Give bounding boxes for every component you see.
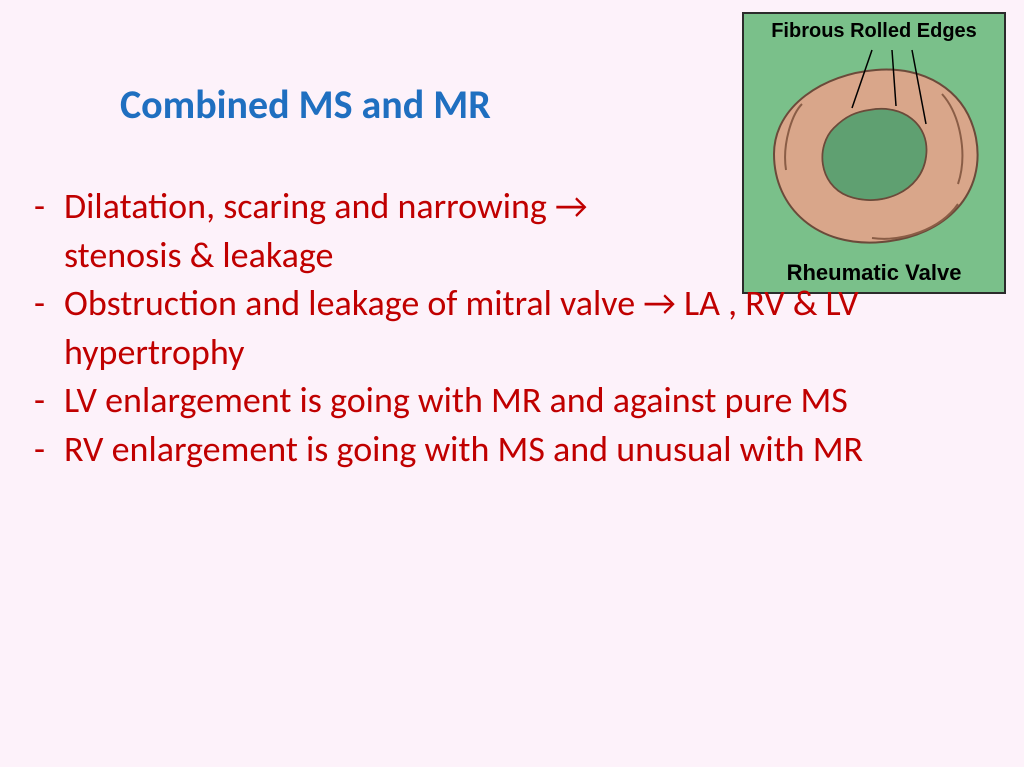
bullet-text: RV enlargement is going with MS and unus… — [64, 425, 974, 474]
bullet-item: - Obstruction and leakage of mitral valv… — [34, 279, 974, 376]
bullet-dash: - — [34, 279, 64, 328]
slide-body: - Dilatation, scaring and narrowing → st… — [34, 182, 974, 474]
bullet-text: Obstruction and leakage of mitral valve … — [64, 279, 974, 376]
bullet-dash: - — [34, 425, 64, 474]
slide: Combined MS and MR Fibrous Rolled Edges … — [0, 0, 1024, 767]
slide-title: Combined MS and MR — [120, 80, 491, 129]
bullet-dash: - — [34, 376, 64, 425]
bullet-item: - LV enlargement is going with MR and ag… — [34, 376, 974, 425]
bullet-item: - Dilatation, scaring and narrowing → — [34, 182, 974, 231]
bullet-item: - RV enlargement is going with MS and un… — [34, 425, 974, 474]
figure-top-label: Fibrous Rolled Edges — [744, 20, 1004, 43]
bullet-text: Dilatation, scaring and narrowing → — [64, 182, 974, 231]
bullet-continuation: stenosis & leakage — [34, 231, 974, 280]
bullet-text: LV enlargement is going with MR and agai… — [64, 376, 974, 425]
bullet-dash: - — [34, 182, 64, 231]
